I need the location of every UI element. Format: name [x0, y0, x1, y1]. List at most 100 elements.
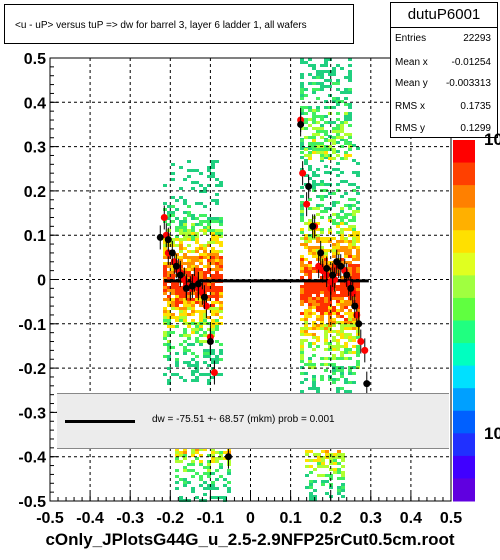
density-cell	[223, 451, 227, 454]
palette-cell	[453, 185, 475, 209]
density-cell	[199, 253, 203, 256]
density-cell	[183, 304, 187, 307]
density-cell	[300, 204, 304, 207]
density-cell	[348, 249, 352, 252]
density-cell	[308, 147, 312, 150]
black-dot	[297, 120, 305, 128]
density-cell	[195, 259, 199, 262]
density-cell	[344, 291, 348, 294]
density-cell	[304, 174, 308, 177]
density-cell	[183, 262, 187, 265]
density-cell	[328, 121, 332, 124]
density-cell	[320, 73, 324, 76]
stats-box: dutuP6001 Entries 22293 Mean x -0.01254 …	[390, 2, 498, 138]
density-cell	[183, 451, 187, 454]
stat-value: 0.1299	[460, 123, 491, 134]
density-cell	[300, 270, 304, 273]
density-cell	[199, 304, 203, 307]
density-cell	[199, 247, 203, 250]
density-cell	[332, 357, 336, 360]
density-cell	[195, 298, 199, 301]
density-cell	[203, 316, 207, 319]
density-cell	[191, 310, 195, 313]
density-cell	[340, 145, 344, 148]
density-cell	[215, 160, 219, 163]
density-cell	[300, 91, 304, 94]
density-cell	[316, 327, 320, 330]
density-cell	[179, 196, 183, 199]
density-cell	[203, 277, 207, 280]
density-cell	[352, 285, 356, 288]
density-cell	[344, 88, 348, 91]
density-cell	[337, 456, 341, 459]
density-cell	[167, 223, 171, 226]
density-cell	[308, 315, 312, 318]
y-tick-label: 0	[37, 273, 46, 290]
density-cell	[340, 351, 344, 354]
density-cell	[320, 309, 324, 312]
density-cell	[328, 219, 332, 222]
density-cell	[300, 139, 304, 142]
density-cell	[328, 342, 332, 345]
density-cell	[163, 343, 167, 346]
density-cell	[304, 285, 308, 288]
density-cell	[324, 288, 328, 291]
density-cell	[191, 490, 195, 493]
density-cell	[344, 91, 348, 94]
density-cell	[308, 249, 312, 252]
density-cell	[320, 237, 324, 240]
density-cell	[163, 265, 167, 268]
density-cell	[219, 265, 223, 268]
density-cell	[309, 459, 313, 462]
density-cell	[324, 130, 328, 133]
density-cell	[316, 336, 320, 339]
density-cell	[191, 181, 195, 184]
density-cell	[203, 250, 207, 253]
density-cell	[211, 268, 215, 271]
density-cell	[316, 291, 320, 294]
density-cell	[195, 295, 199, 298]
density-cell	[313, 468, 317, 471]
density-cell	[203, 253, 207, 256]
density-cell	[211, 235, 215, 238]
density-cell	[215, 238, 219, 241]
density-cell	[163, 310, 167, 313]
density-cell	[300, 354, 304, 357]
density-cell	[211, 349, 215, 352]
density-cell	[175, 307, 179, 310]
density-cell	[183, 256, 187, 259]
density-cell	[203, 256, 207, 259]
density-cell	[308, 246, 312, 249]
density-cell	[207, 355, 211, 358]
density-cell	[308, 157, 312, 160]
density-cell	[215, 469, 219, 472]
density-cell	[324, 100, 328, 103]
density-cell	[348, 372, 352, 375]
density-cell	[340, 285, 344, 288]
density-cell	[340, 219, 344, 222]
density-cell	[199, 313, 203, 316]
density-cell	[336, 154, 340, 157]
density-cell	[207, 316, 211, 319]
density-cell	[336, 321, 340, 324]
density-cell	[175, 289, 179, 292]
density-cell	[179, 460, 183, 463]
density-cell	[309, 495, 313, 498]
density-cell	[344, 333, 348, 336]
y-tick-label: 0.1	[24, 228, 46, 245]
density-cell	[191, 226, 195, 229]
density-cell	[340, 345, 344, 348]
density-cell	[352, 231, 356, 234]
density-cell	[219, 286, 223, 289]
density-cell	[356, 351, 360, 354]
density-cell	[191, 238, 195, 241]
density-cell	[227, 451, 231, 454]
density-cell	[187, 307, 191, 310]
density-cell	[207, 217, 211, 220]
density-cell	[175, 487, 179, 490]
density-cell	[352, 246, 356, 249]
stat-value: -0.003313	[445, 78, 491, 89]
density-cell	[211, 454, 215, 457]
density-cell	[336, 127, 340, 130]
density-cell	[300, 231, 304, 234]
